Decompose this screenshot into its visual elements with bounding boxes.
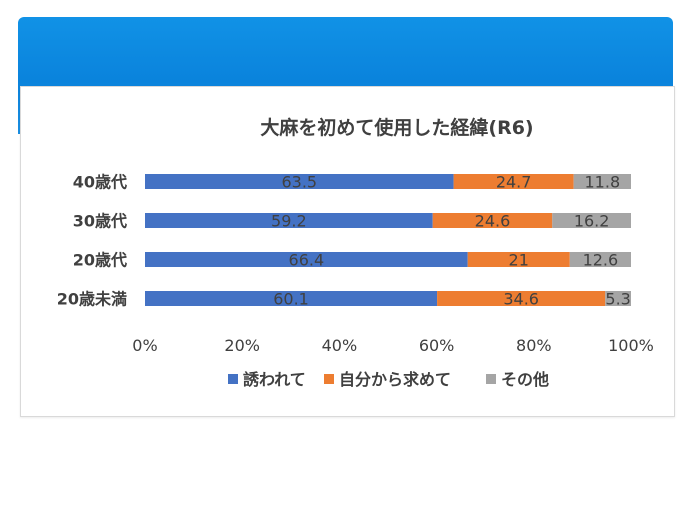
bar-segment — [467, 252, 570, 267]
data-label: 16.2 — [574, 212, 610, 231]
bar-segment — [145, 252, 468, 267]
legend-swatch — [486, 374, 496, 384]
bar-segment — [569, 252, 631, 267]
bar-segment — [145, 213, 433, 228]
stacked-bar-chart: 大麻を初めて使用した経緯(R6) 63.5 24.7 11.8 59.2 24.6 16.… — [57, 116, 654, 389]
category-label: 20歳未満 — [57, 290, 127, 309]
category-label: 40歳代 — [73, 173, 127, 192]
x-axis: 0% 20% 40% 60% 80% 100% — [132, 336, 654, 355]
data-label: 24.6 — [475, 212, 511, 231]
x-tick-label: 0% — [132, 336, 157, 355]
x-tick-label: 40% — [322, 336, 358, 355]
data-label: 24.7 — [496, 173, 532, 192]
bar-segment — [145, 174, 454, 189]
bar-segment — [145, 291, 438, 306]
x-tick-label: 80% — [516, 336, 552, 355]
legend: 誘われて 自分から求めて その他 — [228, 370, 549, 389]
data-label: 12.6 — [583, 251, 619, 270]
category-label: 30歳代 — [73, 212, 127, 231]
data-label: 66.4 — [289, 251, 325, 270]
bar-segment — [453, 174, 574, 189]
data-label: 63.5 — [281, 173, 317, 192]
x-tick-label: 100% — [608, 336, 654, 355]
data-label: 60.1 — [273, 290, 309, 309]
bar-segment — [573, 174, 631, 189]
data-label: 5.3 — [605, 290, 630, 309]
x-tick-label: 60% — [419, 336, 455, 355]
legend-swatch — [228, 374, 238, 384]
data-label: 59.2 — [271, 212, 307, 231]
bar-segment — [437, 291, 606, 306]
chart-title: 大麻を初めて使用した経緯(R6) — [260, 116, 533, 139]
bar-segment — [432, 213, 553, 228]
legend-label: その他 — [501, 370, 549, 389]
data-label: 34.6 — [503, 290, 539, 309]
bar-segment — [552, 213, 631, 228]
legend-label: 自分から求めて — [339, 370, 451, 389]
category-labels: 40歳代 30歳代 20歳代 20歳未満 — [57, 173, 127, 309]
data-label: 11.8 — [585, 173, 621, 192]
legend-label: 誘われて — [243, 370, 306, 389]
legend-swatch — [324, 374, 334, 384]
chart-panel: 大麻を初めて使用した経緯(R6) 63.5 24.7 11.8 59.2 24.6 16.… — [20, 86, 675, 417]
x-tick-label: 20% — [224, 336, 260, 355]
data-label: 21 — [509, 251, 529, 270]
bar-segment — [605, 291, 631, 306]
category-label: 20歳代 — [73, 251, 127, 270]
bars-group: 63.5 24.7 11.8 59.2 24.6 16.2 66.4 21 12.6 60.1 34… — [145, 173, 631, 309]
